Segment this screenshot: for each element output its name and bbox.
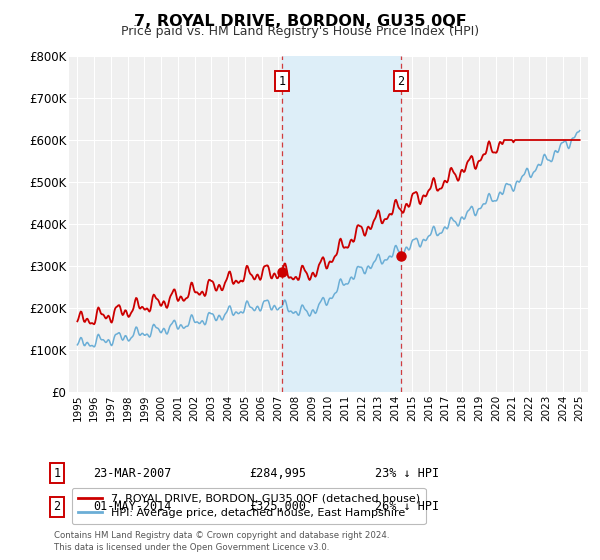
Text: 2: 2 (53, 500, 61, 514)
Text: 2: 2 (397, 74, 404, 88)
Text: £284,995: £284,995 (249, 466, 306, 480)
Text: 26% ↓ HPI: 26% ↓ HPI (375, 500, 439, 514)
Text: £325,000: £325,000 (249, 500, 306, 514)
Text: Price paid vs. HM Land Registry's House Price Index (HPI): Price paid vs. HM Land Registry's House … (121, 25, 479, 38)
Text: 1: 1 (278, 74, 286, 88)
Text: 23% ↓ HPI: 23% ↓ HPI (375, 466, 439, 480)
Legend: 7, ROYAL DRIVE, BORDON, GU35 0QF (detached house), HPI: Average price, detached : 7, ROYAL DRIVE, BORDON, GU35 0QF (detach… (72, 488, 425, 524)
Text: This data is licensed under the Open Government Licence v3.0.: This data is licensed under the Open Gov… (54, 543, 329, 552)
Text: 01-MAY-2014: 01-MAY-2014 (93, 500, 172, 514)
Text: 7, ROYAL DRIVE, BORDON, GU35 0QF: 7, ROYAL DRIVE, BORDON, GU35 0QF (134, 14, 466, 29)
Text: Contains HM Land Registry data © Crown copyright and database right 2024.: Contains HM Land Registry data © Crown c… (54, 531, 389, 540)
Bar (282, 56, 401, 392)
Text: 23-MAR-2007: 23-MAR-2007 (93, 466, 172, 480)
Text: 1: 1 (53, 466, 61, 480)
